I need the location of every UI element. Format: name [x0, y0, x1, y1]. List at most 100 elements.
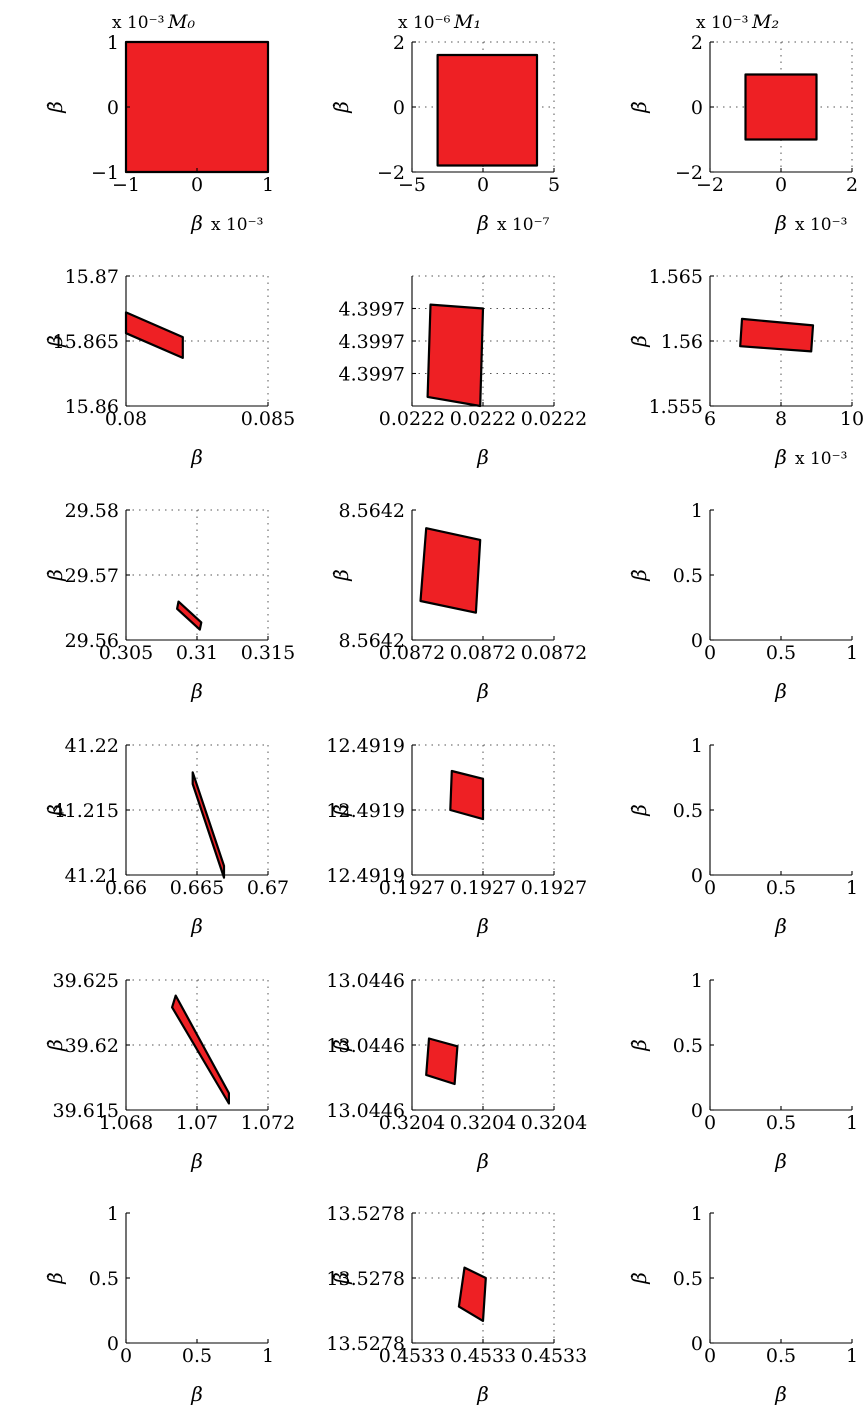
x-multiplier: x 10⁻⁷: [497, 215, 550, 235]
x-multiplier: x 10⁻³: [795, 449, 847, 469]
y-tick-label: 15.87: [65, 266, 119, 288]
x-tick-label: 0.4533: [450, 1345, 516, 1367]
x-axis-label: β: [476, 445, 489, 469]
region-polygon: [124, 40, 270, 174]
y-tick-label: 39.625: [53, 970, 119, 992]
y-axis-label: β̇: [43, 101, 67, 114]
x-tick-label: 0: [191, 174, 203, 196]
y-axis-label: β̇: [43, 1039, 67, 1052]
y-tick-label: 0: [691, 97, 703, 119]
y-tick-label: 41.22: [65, 735, 119, 757]
y-tick-label: 13.5278: [326, 1268, 405, 1290]
y-tick-label: 4.3997: [339, 299, 405, 321]
y-tick-label: 29.57: [65, 565, 119, 587]
x-tick-label: −5: [398, 174, 426, 196]
subplot-r2-c0: 0.305 0.31 0.315 29.56 29.57 29.58 β β̇: [43, 500, 295, 703]
x-tick-label: 1: [262, 1345, 274, 1367]
y-axis-label: β̇: [329, 804, 353, 817]
region-polygon: [425, 1037, 459, 1086]
y-tick-label: 15.86: [65, 396, 119, 418]
x-tick-label: 2: [846, 174, 858, 196]
y-tick-label: 0: [691, 630, 703, 652]
x-axis-label: β: [476, 914, 489, 938]
x-axis-label: β: [476, 1382, 489, 1406]
x-tick-label: 1.072: [241, 1112, 295, 1134]
x-tick-label: 0.0872: [450, 642, 516, 664]
region-polygon: [191, 771, 226, 879]
y-tick-label: 1.555: [649, 396, 703, 418]
y-tick-label: 0: [393, 97, 405, 119]
x-axis-label: β: [774, 679, 787, 703]
y-tick-label: 0: [691, 1100, 703, 1122]
subplot-r1-c2: 6 8 10 1.555 1.56 1.565 β β̇ x 10⁻³: [627, 266, 864, 469]
x-tick-label: 0: [704, 1345, 716, 1367]
y-tick-label: 0: [691, 865, 703, 887]
x-tick-label: 0: [775, 174, 787, 196]
x-tick-label: 0.0222: [379, 408, 445, 430]
y-tick-label: 0.5: [673, 1268, 703, 1290]
y-tick-label: 29.58: [65, 500, 119, 522]
subplot-r0-c1: −5 0 5 −2 0 2 β β̇ x 10⁻⁷ x 10⁻⁶ M₁: [329, 11, 560, 235]
x-tick-label: 0: [704, 642, 716, 664]
x-axis-label: β: [190, 679, 203, 703]
subplot-r3-c2: 0 0.5 1 0 0.5 1 β β̇: [627, 735, 858, 938]
y-tick-label: 8.5642: [339, 630, 405, 652]
subplot-title: M₀: [167, 11, 195, 33]
y-tick-label: 8.5642: [339, 500, 405, 522]
x-tick-label: 0.085: [241, 408, 295, 430]
x-tick-label: 0.31: [176, 642, 218, 664]
subplot-r4-c2: 0 0.5 1 0 0.5 1 β β̇: [627, 970, 858, 1173]
y-tick-label: 13.0446: [326, 970, 405, 992]
subplot-r3-c1: 0.1927 0.1927 0.192712.491912.491912.4919β…: [326, 735, 587, 938]
x-tick-label: 0.0872: [379, 642, 445, 664]
y-axis-label: β̇: [627, 101, 651, 114]
y-tick-label: 1: [107, 1203, 119, 1225]
x-multiplier: x 10⁻³: [795, 215, 847, 235]
x-tick-label: 0.0872: [521, 642, 587, 664]
x-axis-label: β: [476, 679, 489, 703]
subplot-r5-c2: 0 0.5 1 0 0.5 1 β β̇: [627, 1203, 858, 1406]
y-tick-label: 0.5: [673, 1035, 703, 1057]
x-tick-label: 1: [846, 642, 858, 664]
x-tick-label: 0: [477, 174, 489, 196]
subplot-r5-c1: 0.4533 0.4533 0.453313.527813.527813.5278β…: [326, 1203, 587, 1406]
y-tick-label: −1: [91, 162, 119, 184]
x-axis-label: β: [774, 445, 787, 469]
y-tick-label: 12.4919: [326, 800, 405, 822]
y-axis-label: β̇: [43, 804, 67, 817]
y-axis-label: β̇: [627, 1039, 651, 1052]
x-tick-label: 0.3204: [450, 1112, 516, 1134]
x-tick-label: 0.5: [766, 877, 796, 899]
region-polygon: [457, 1266, 487, 1323]
region-polygon: [449, 769, 485, 821]
y-axis-label: β̇: [329, 101, 353, 114]
x-tick-label: 0.1927: [521, 877, 587, 899]
y-tick-label: 2: [393, 32, 405, 54]
x-tick-label: 0.1927: [450, 877, 516, 899]
y-tick-label: 2: [691, 32, 703, 54]
y-multiplier: x 10⁻³: [112, 13, 164, 33]
x-tick-label: 0: [120, 1345, 132, 1367]
x-tick-label: 0.3204: [379, 1112, 445, 1134]
x-tick-label: 0.4533: [379, 1345, 445, 1367]
y-tick-label: 39.615: [53, 1100, 119, 1122]
x-axis-label: β: [774, 1382, 787, 1406]
x-tick-label: 0.5: [766, 642, 796, 664]
region-polygon: [176, 600, 203, 631]
x-tick-label: 10: [840, 408, 864, 430]
x-tick-label: 0.67: [247, 877, 289, 899]
y-tick-label: 1: [691, 1203, 703, 1225]
subplot-title: M₂: [751, 11, 779, 33]
y-tick-label: 0.5: [673, 800, 703, 822]
x-tick-label: −1: [112, 174, 140, 196]
x-tick-label: −2: [696, 174, 724, 196]
x-tick-label: 1: [846, 1345, 858, 1367]
y-axis-label: β̇: [329, 569, 353, 582]
y-axis-label: β̇: [627, 1272, 651, 1285]
subplot-r1-c0: 0.08 0.085 15.86 15.865 15.87 β β̇: [43, 266, 295, 469]
x-tick-label: 0.0222: [450, 408, 516, 430]
x-tick-label: 0.08: [105, 408, 147, 430]
